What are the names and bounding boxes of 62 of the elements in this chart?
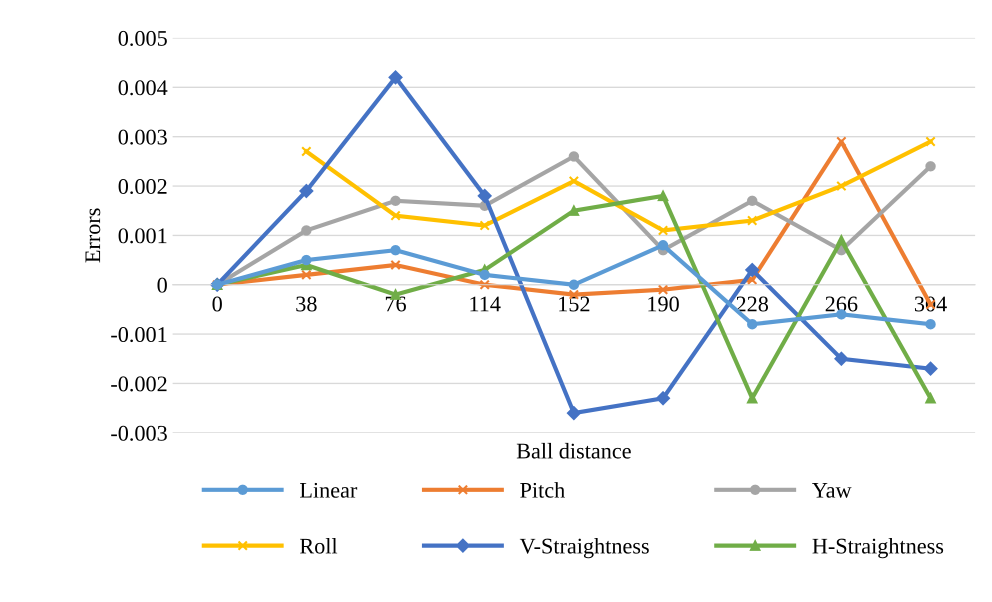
y-tick-label: -0.002 — [111, 376, 167, 392]
point — [836, 180, 847, 192]
point — [479, 220, 490, 231]
point — [836, 235, 847, 246]
x-axis-title: Ball distance — [516, 442, 631, 459]
legend-label: Pitch — [520, 482, 565, 498]
point — [658, 284, 668, 295]
x-tick-label: 0 — [212, 296, 222, 312]
legend-label: H-Straightness — [812, 538, 944, 558]
point — [747, 393, 758, 404]
point — [747, 196, 758, 206]
y-axis-title: Errors — [86, 208, 100, 263]
point — [299, 184, 314, 198]
point — [479, 280, 490, 290]
point — [568, 176, 580, 186]
point — [658, 225, 668, 236]
point — [658, 240, 668, 250]
point — [925, 319, 936, 330]
legend-label: Roll — [300, 538, 338, 554]
point — [834, 352, 848, 366]
point — [390, 210, 401, 221]
y-tick-label: 0.005 — [118, 30, 167, 46]
point — [747, 274, 758, 286]
point — [478, 188, 492, 203]
point — [925, 136, 936, 147]
point — [388, 70, 402, 84]
y-tick-label: -0.001 — [111, 327, 166, 342]
point — [747, 215, 758, 226]
point — [656, 391, 670, 406]
legend-label: Yaw — [812, 483, 852, 498]
point — [925, 161, 936, 172]
legend-label: Linear — [300, 482, 358, 498]
x-tick-label: 228 — [736, 296, 768, 312]
x-tick-label: 38 — [296, 296, 317, 312]
point — [568, 280, 580, 290]
point — [301, 146, 312, 157]
x-tick-label: 266 — [826, 296, 858, 312]
point — [566, 406, 581, 420]
point — [301, 225, 312, 236]
y-tick-label: 0.001 — [118, 228, 166, 244]
point — [390, 244, 401, 256]
point — [925, 393, 936, 404]
legend-label: V-Straightness — [520, 538, 649, 558]
point — [658, 190, 668, 202]
point — [924, 362, 938, 376]
point — [836, 136, 847, 147]
point — [479, 270, 490, 280]
y-tick-label: 0.003 — [118, 130, 167, 145]
point — [568, 205, 580, 216]
point — [301, 254, 312, 266]
y-tick-label: -0.003 — [111, 426, 167, 441]
point — [390, 196, 401, 206]
point — [745, 263, 760, 277]
point — [301, 270, 312, 280]
point — [568, 151, 580, 162]
x-tick-label: 190 — [648, 296, 679, 312]
y-tick-label: 0.002 — [118, 178, 167, 194]
x-tick-label: 114 — [470, 296, 501, 312]
point — [747, 319, 758, 330]
y-tick-label: 0 — [157, 278, 167, 293]
y-tick-label: 0.004 — [118, 80, 168, 96]
point — [390, 260, 401, 270]
